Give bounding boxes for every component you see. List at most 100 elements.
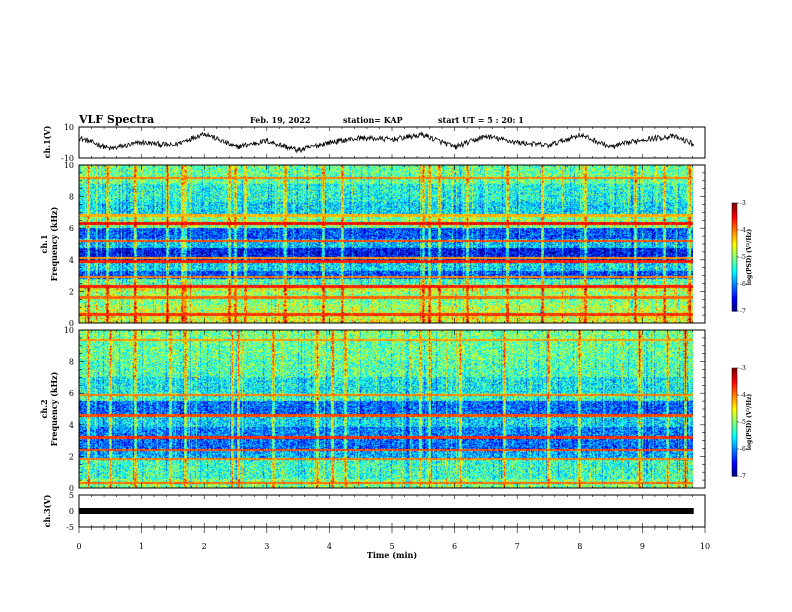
ch1-freq-tick-label: 8 xyxy=(69,193,74,202)
colorbar-segment xyxy=(732,395,737,398)
colorbar-segment xyxy=(732,377,737,380)
ch2-frequency-axis-label: Frequency (kHz) xyxy=(49,371,59,446)
colorbar-segment xyxy=(732,249,737,253)
colorbar-segment xyxy=(732,221,737,224)
colorbar-tick-label: -7 xyxy=(740,473,746,480)
colorbar-segment xyxy=(732,407,737,410)
time-tick-label: 0 xyxy=(76,542,81,551)
colorbar-segment xyxy=(732,461,737,464)
colorbar-segment xyxy=(732,258,737,262)
colorbar-segment xyxy=(732,441,737,445)
colorbar-tick-label: -4 xyxy=(740,227,746,234)
colorbar-segment xyxy=(732,293,737,296)
colorbar-segment xyxy=(732,303,737,307)
time-axis-label: Time (min) xyxy=(367,550,417,560)
date-label: Feb. 19, 2022 xyxy=(250,115,310,125)
colorbar-segment xyxy=(732,289,737,292)
ch1-waveform-frame xyxy=(78,126,706,159)
ch3-ytick-zero: 0 xyxy=(69,507,74,516)
colorbar-segment xyxy=(732,244,737,247)
ch2-spectrogram-ylabel: ch.2 xyxy=(39,399,49,418)
colorbar-segment xyxy=(732,422,737,425)
ch2-freq-ticks: 0 2 4 6 8 10 xyxy=(64,326,706,493)
colorbar-segment xyxy=(732,382,737,385)
colorbar-segment xyxy=(732,235,737,238)
time-tick-label: 2 xyxy=(202,542,207,551)
colorbar-segment xyxy=(732,226,737,229)
colorbar-segment xyxy=(732,282,737,285)
colorbar-segment xyxy=(732,266,737,269)
colorbar-tick-label: -6 xyxy=(740,281,746,288)
ch2-freq-tick-label: 0 xyxy=(69,484,74,493)
ch3-waveform-panel: 5 0 -5 ch.3(V) xyxy=(42,491,706,533)
colorbar-segment xyxy=(732,373,737,376)
colorbar-segment xyxy=(732,204,737,208)
colorbar-segment xyxy=(732,222,737,226)
figure-title: VLF Spectra xyxy=(78,113,154,126)
ch3-ytick-top: 5 xyxy=(69,491,74,500)
colorbar-segment xyxy=(732,233,737,236)
colorbar-tick-label: -6 xyxy=(740,446,746,453)
colorbar-segment xyxy=(732,423,737,427)
colorbar-segment xyxy=(732,413,737,416)
colorbar-segment xyxy=(732,416,737,419)
colorbar-segment xyxy=(732,271,737,274)
colorbar-segment xyxy=(732,296,737,299)
colorbar-segment xyxy=(732,384,737,387)
time-tick-label: 9 xyxy=(640,542,645,551)
colorbar-segment xyxy=(732,264,737,267)
ch1-spectrogram-panel: 0 2 4 6 8 10 ch.1 Frequency (kHz) xyxy=(39,161,706,328)
colorbar-segment xyxy=(732,404,737,407)
colorbar-segment xyxy=(732,398,737,401)
ch1-ytick-bottom: -10 xyxy=(61,154,74,163)
ch1-freq-tick-label: 4 xyxy=(69,256,74,265)
colorbar-segment xyxy=(732,438,737,441)
colorbar-segment xyxy=(732,454,737,457)
colorbar-segment xyxy=(732,285,737,289)
colorbar-segment xyxy=(732,389,737,392)
colorbar-tick-label: -5 xyxy=(740,254,746,261)
ch1-ytick-top: 10 xyxy=(64,123,74,132)
colorbar-segment xyxy=(732,429,737,432)
colorbar-segment xyxy=(732,449,737,452)
ch1-waveform-panel: 10 -10 ch.1(V) xyxy=(42,123,706,163)
colorbar-segment xyxy=(732,368,737,371)
colorbar-segment xyxy=(732,267,737,271)
colorbar-segment xyxy=(732,237,737,240)
colorbar-segment xyxy=(732,287,737,290)
colorbar-segment xyxy=(732,240,737,244)
time-tick-label: 1 xyxy=(139,542,144,551)
colorbar-segment xyxy=(732,443,737,446)
colorbar-segment xyxy=(732,414,737,418)
colorbar-segment xyxy=(732,275,737,278)
colorbar-segment xyxy=(732,224,737,227)
time-tick-label: 6 xyxy=(452,542,457,551)
ch2-spectrogram-panel: 0 2 4 6 8 10 ch.2 Frequency (kHz) xyxy=(39,326,706,493)
colorbar-label: log(PSD) (V²/Hz) xyxy=(746,229,753,286)
colorbar-segment xyxy=(732,231,737,235)
ch1-freq-tick-label: 0 xyxy=(69,319,74,328)
station-label: station= KAP xyxy=(343,115,403,125)
colorbar-segment xyxy=(732,213,737,217)
colorbar-segment xyxy=(732,246,737,249)
time-axis-tick-labels: 0 1 2 3 4 5 6 7 8 9 10 xyxy=(76,542,710,551)
colorbar-segment xyxy=(732,405,737,409)
ch2-freq-tick-label: 4 xyxy=(69,421,74,430)
colorbar-segment xyxy=(732,402,737,405)
colorbar-segment xyxy=(732,458,737,461)
colorbar-segment xyxy=(732,239,737,242)
ch2-spectrogram-image xyxy=(79,330,693,488)
ch2-freq-tick-label: 10 xyxy=(64,326,74,335)
colorbar-segment xyxy=(732,309,737,312)
colorbar-segment xyxy=(732,375,737,378)
colorbar-segment xyxy=(732,260,737,263)
colorbar-segment xyxy=(732,465,737,468)
ch2-freq-tick-label: 6 xyxy=(69,389,74,398)
colorbar-segment xyxy=(732,228,737,231)
colorbar-segment xyxy=(732,409,737,412)
time-tick-label: 8 xyxy=(577,542,582,551)
ch1-spectrogram-image xyxy=(79,165,693,323)
colorbar-segment xyxy=(732,269,737,272)
time-tick-label: 7 xyxy=(515,542,520,551)
ch1-waveform-ylabel: ch.1(V) xyxy=(42,125,52,158)
